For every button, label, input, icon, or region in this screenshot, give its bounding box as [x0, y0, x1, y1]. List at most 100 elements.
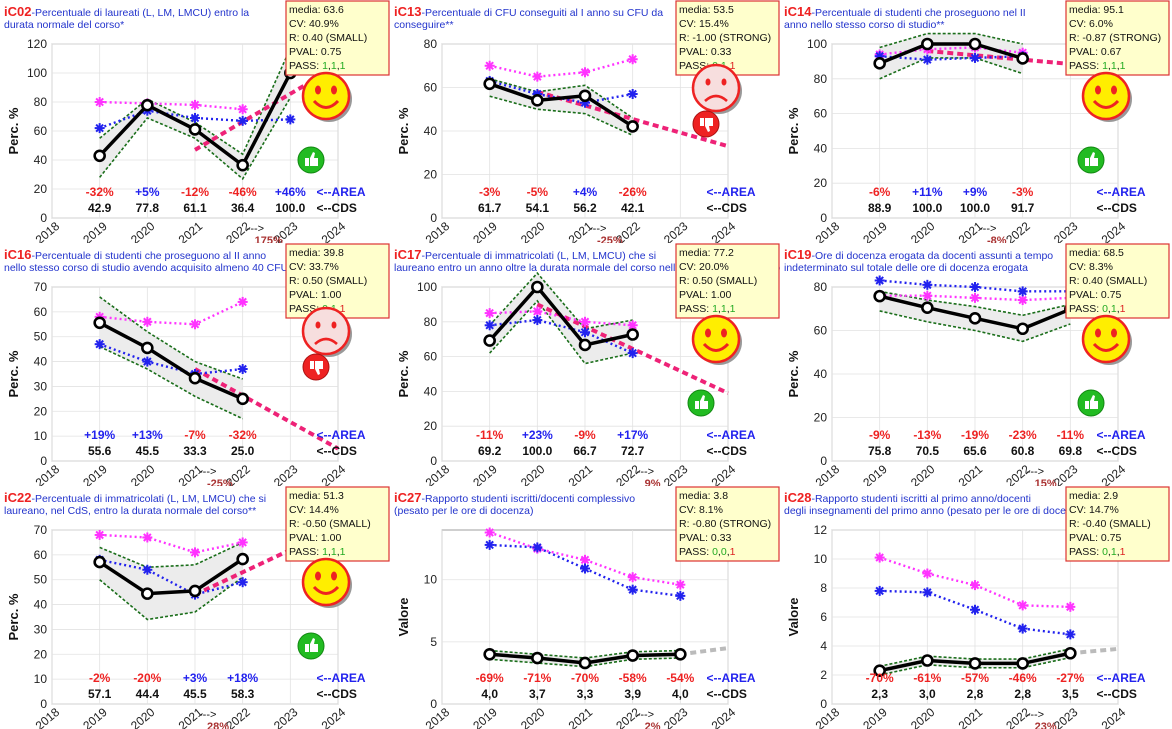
cds-value-label: 69.8 [1059, 444, 1083, 458]
y-tick-label: 0 [430, 211, 437, 225]
arrow-glyph: ---> [637, 709, 654, 721]
marker-stroke [485, 61, 494, 70]
cds-value-label: 44.4 [136, 687, 160, 701]
ateneo-point [237, 537, 248, 548]
y-tick-label: 100 [417, 280, 437, 294]
x-tick-label: 2018 [33, 705, 63, 729]
x-tick-label: 2023 [271, 705, 301, 729]
marker-stroke [238, 297, 247, 307]
pass-sep: , [1117, 303, 1120, 315]
series-line-area [489, 543, 681, 598]
area-pct-label: -46% [1009, 671, 1037, 685]
area-pct-label: -3% [1012, 185, 1034, 199]
cds-point [626, 328, 639, 341]
marker-stroke [238, 116, 247, 126]
marker-stroke [485, 540, 494, 550]
y-tick-label: 60 [814, 324, 828, 338]
cds-value-label: 3,3 [577, 687, 594, 701]
stats-cv: CV: 6.0% [1069, 18, 1113, 30]
stats-media: media: 95.1 [1069, 4, 1124, 16]
arrow-glyph: ---> [637, 466, 654, 478]
y-tick-label: 80 [34, 95, 48, 109]
stats-pass: PASS: 1,1,1 [289, 60, 346, 72]
area-point [484, 320, 495, 331]
cds-point [93, 555, 106, 569]
y-tick-label: 20 [34, 182, 48, 196]
cds-point [578, 89, 592, 103]
cds-value-label: 100.0 [912, 201, 942, 215]
y-axis-label: Perc. % [786, 350, 801, 397]
thumbs-up-icon [687, 389, 715, 417]
pass-sep: , [1117, 60, 1120, 72]
ateneo-point [627, 572, 638, 583]
y-tick-label: 0 [820, 454, 827, 468]
y-tick-label: 40 [34, 355, 48, 369]
cds-point [873, 664, 886, 677]
y-tick-label: 0 [40, 454, 47, 468]
eye [1095, 328, 1101, 338]
series-line-ateneo [879, 46, 1023, 56]
y-tick-label: 120 [27, 37, 47, 51]
ateneo-point [532, 71, 543, 82]
thumb-hand [310, 152, 318, 166]
pass-sep: , [337, 303, 340, 315]
title-line: -Rapporto studenti iscritti/docenti comp… [421, 493, 635, 505]
x-tick-label: 2021 [566, 462, 596, 486]
y-tick-label: 80 [814, 280, 828, 294]
pass-sep: , [727, 60, 730, 72]
ateneo-point [580, 316, 590, 327]
y-tick-label: 8 [820, 581, 827, 595]
area-point [874, 585, 885, 596]
thumb-cuff [700, 118, 704, 126]
cds-value-label: 36.4 [231, 201, 255, 215]
title-line: -Rapporto studenti iscritti al primo ann… [811, 493, 1030, 505]
pass-sep: , [337, 546, 340, 558]
cds-point [531, 651, 544, 665]
x-tick-label: 2019 [80, 462, 110, 486]
x-tick-label: 2024 [1099, 462, 1129, 486]
y-axis-label: Perc. % [6, 107, 21, 154]
eye [705, 328, 711, 338]
title-line: (pesato per le ore di docenza) [394, 505, 534, 517]
pass-sep: , [1108, 60, 1111, 72]
stats-media: media: 68.5 [1069, 247, 1124, 259]
stats-cv: CV: 14.4% [289, 504, 339, 516]
pass-value: 1 [730, 303, 736, 315]
area-pct-label: +13% [132, 428, 163, 442]
y-tick-label: 0 [40, 697, 47, 711]
marker-stroke [628, 321, 637, 330]
area-pct-label: -70% [571, 671, 599, 685]
cds-value-label: 42.1 [621, 201, 645, 215]
marker-stroke [580, 327, 590, 337]
trend-line [194, 367, 339, 451]
series-line-cds [489, 82, 634, 128]
area-pct-label: +23% [522, 428, 553, 442]
face [301, 557, 351, 607]
stats-r: R: -0.40 (SMALL) [1069, 518, 1151, 530]
face [301, 306, 351, 356]
cds-value-label: 42.9 [88, 201, 112, 215]
arrow-glyph: ---> [589, 223, 606, 235]
x-tick-label: 2024 [709, 462, 739, 486]
area-pct-label: +17% [617, 428, 648, 442]
area-pct-label: -13% [913, 428, 941, 442]
sad-face-icon [301, 306, 352, 357]
y-axis-label: Perc. % [6, 593, 21, 640]
cds-value-label: 61.7 [478, 201, 502, 215]
cds-value-label: 91.7 [1011, 201, 1035, 215]
x-tick-label: 2019 [80, 705, 110, 729]
indicator-code: iC19 [784, 247, 811, 262]
pass-value: 1 [1120, 303, 1126, 315]
area-point [532, 542, 543, 553]
cds-point [93, 316, 106, 330]
thumb-cuff [695, 401, 699, 409]
series-line-cds [879, 42, 1024, 65]
x-tick-label: 2021 [176, 219, 206, 243]
area-point [922, 279, 933, 290]
ateneo-point [970, 292, 980, 303]
area-pct-label: -19% [961, 428, 989, 442]
cds-value-label: 54.1 [526, 201, 550, 215]
x-tick-label: 2023 [661, 219, 691, 243]
ateneo-point [237, 296, 248, 307]
